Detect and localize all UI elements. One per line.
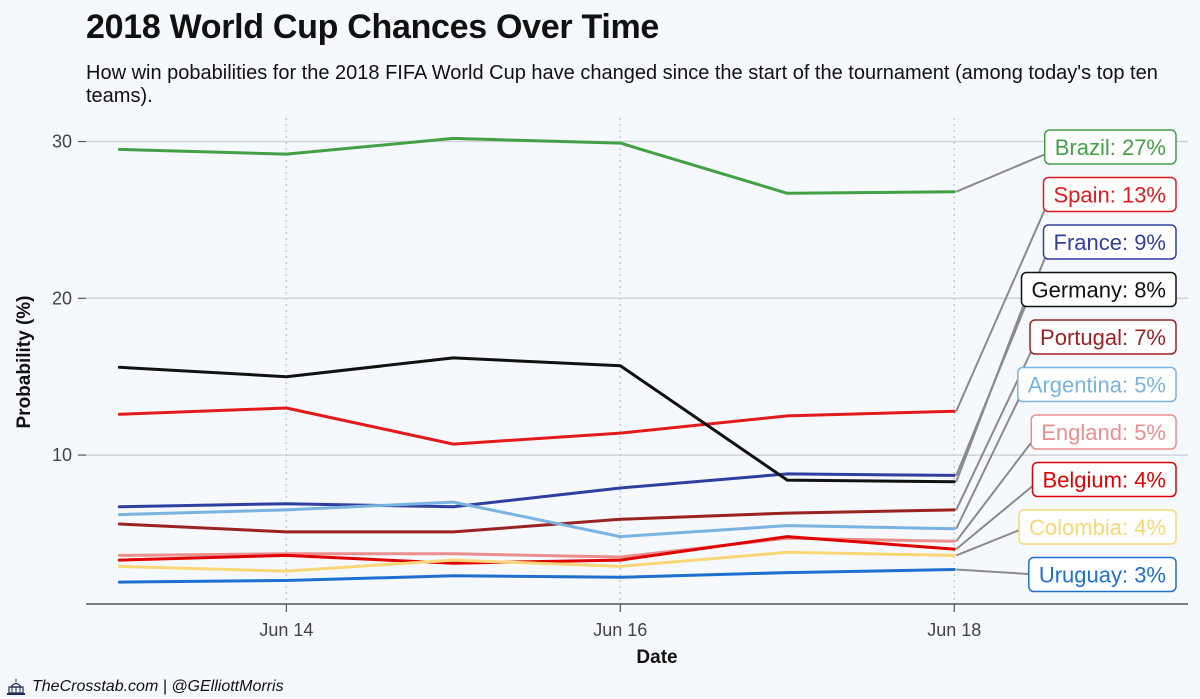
end-label-connector: [955, 194, 1053, 412]
end-label-text-germany: Germany: 8%: [1032, 278, 1167, 303]
end-label-text-uruguay: Uruguay: 3%: [1039, 563, 1166, 588]
series-line-germany: [117, 356, 956, 484]
end-label-box-portugal: [1029, 319, 1177, 355]
end-label-text-england: England: 5%: [1041, 420, 1166, 445]
end-label-box-uruguay: [1028, 556, 1177, 593]
series-line-spain: [117, 406, 956, 446]
end-label-box-colombia: [1018, 509, 1177, 545]
end-label-connector: [955, 289, 1031, 483]
x-axis-title: Date: [636, 647, 677, 668]
end-label-connector: [955, 431, 1041, 542]
series-line-colombia: [117, 550, 956, 573]
end-label-box-germany: [1020, 271, 1177, 308]
series-line-brazil: [117, 136, 956, 195]
end-label-text-brazil: Brazil: 27%: [1055, 135, 1166, 160]
end-label-connector: [955, 384, 1027, 530]
x-tick-label: Jun 18: [927, 620, 981, 640]
end-label-text-argentina: Argentina: 5%: [1028, 373, 1166, 398]
y-tick-label: 10: [52, 445, 72, 465]
source-caption: TheCrosstab.com | @GElliottMorris: [6, 678, 284, 696]
end-label-connector: [955, 150, 1054, 193]
chart-title: 2018 World Cup Chances Over Time: [86, 8, 660, 46]
end-label-box-argentina: [1017, 366, 1177, 403]
capitol-icon: [7, 679, 25, 695]
series-line-argentina: [117, 500, 956, 539]
x-tick-label: Jun 14: [259, 620, 313, 640]
end-label-connector: [955, 526, 1028, 557]
y-axis-title: Probability (%): [14, 295, 35, 428]
end-label-box-spain: [1042, 176, 1177, 213]
end-label-connector: [956, 568, 1037, 576]
end-label-box-france: [1042, 224, 1177, 260]
x-tick-label: Jun 16: [593, 620, 647, 640]
end-label-text-france: France: 9%: [1054, 230, 1167, 255]
series-line-belgium: [117, 535, 956, 565]
series-line-uruguay: [117, 568, 956, 584]
end-label-box-belgium: [1031, 461, 1177, 498]
end-label-text-portugal: Portugal: 7%: [1040, 325, 1166, 350]
series-line-portugal: [117, 508, 956, 534]
y-tick-label: 30: [52, 132, 72, 152]
y-tick-label: 20: [52, 288, 72, 308]
end-label-box-england: [1030, 414, 1177, 450]
end-label-connector: [955, 478, 1042, 550]
end-label-box-brazil: [1043, 129, 1177, 165]
chart-subtitle: How win pobabilities for the 2018 FIFA W…: [86, 62, 1158, 107]
end-label-connector: [955, 336, 1039, 511]
end-label-text-spain: Spain: 13%: [1053, 183, 1166, 208]
end-label-text-belgium: Belgium: 4%: [1042, 468, 1166, 493]
end-label-text-colombia: Colombia: 4%: [1029, 515, 1166, 540]
caption-text: TheCrosstab.com | @GElliottMorris: [32, 678, 284, 695]
series-line-france: [117, 472, 956, 509]
